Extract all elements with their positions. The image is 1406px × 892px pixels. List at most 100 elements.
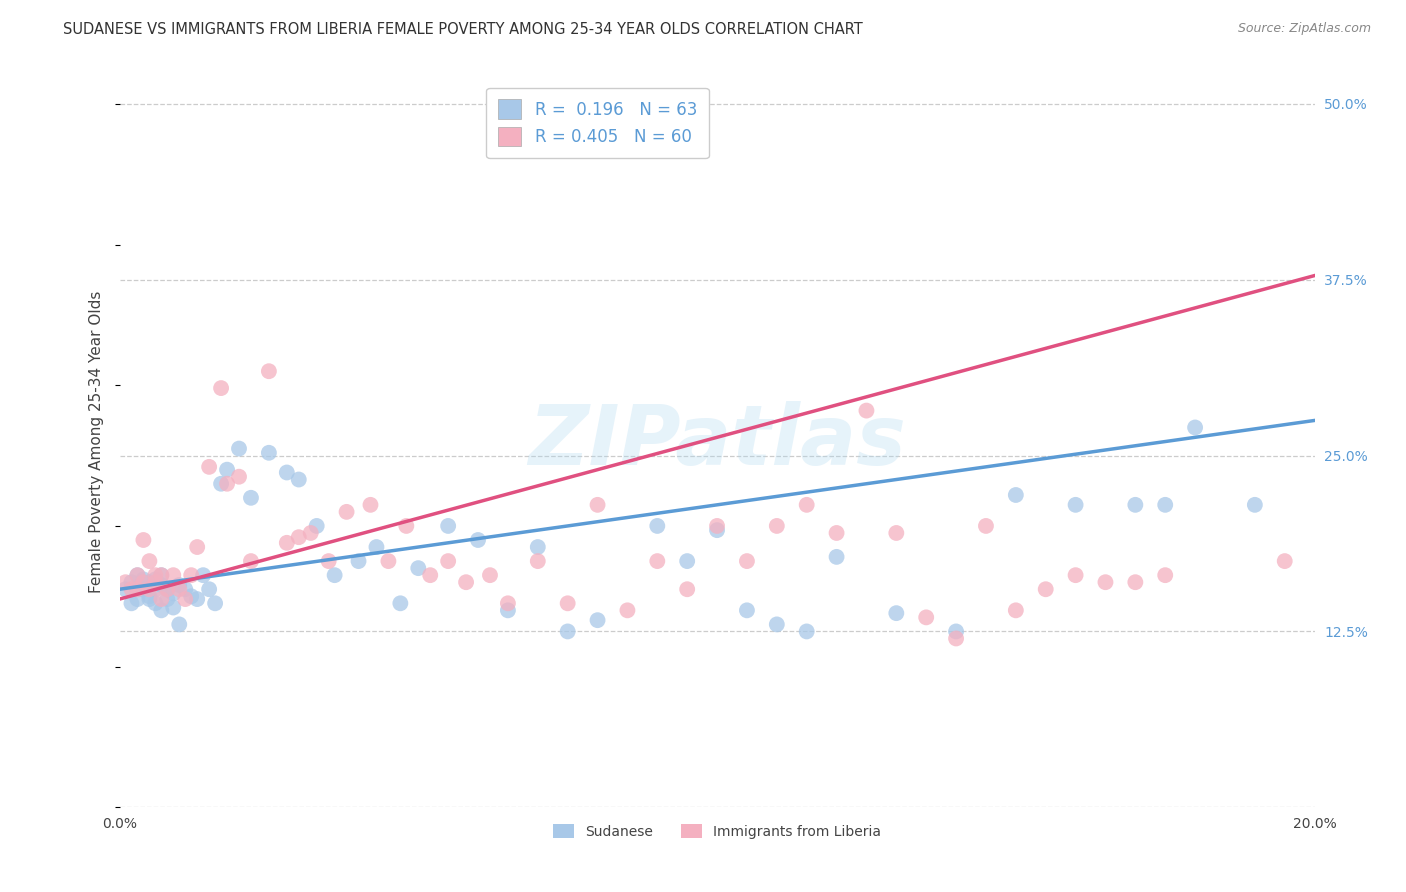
Point bbox=[1125, 498, 1147, 512]
Point bbox=[366, 540, 388, 554]
Point bbox=[132, 533, 155, 547]
Point bbox=[228, 442, 250, 456]
Point bbox=[796, 498, 818, 512]
Point bbox=[138, 592, 160, 607]
Point bbox=[478, 568, 502, 582]
Point bbox=[1035, 582, 1057, 597]
Point bbox=[209, 476, 232, 491]
Point bbox=[945, 624, 967, 639]
Point bbox=[180, 568, 202, 582]
Point bbox=[198, 459, 221, 474]
Point bbox=[945, 632, 967, 646]
Point bbox=[145, 568, 166, 582]
Point bbox=[138, 575, 160, 590]
Point bbox=[127, 582, 149, 597]
Point bbox=[174, 592, 197, 607]
Point bbox=[437, 554, 460, 568]
Point bbox=[156, 582, 179, 597]
Point bbox=[1154, 568, 1177, 582]
Point bbox=[127, 592, 149, 607]
Point bbox=[796, 624, 818, 639]
Legend: Sudanese, Immigrants from Liberia: Sudanese, Immigrants from Liberia bbox=[548, 818, 886, 844]
Point bbox=[527, 554, 550, 568]
Point bbox=[735, 554, 758, 568]
Point bbox=[647, 519, 669, 533]
Point bbox=[217, 476, 239, 491]
Point bbox=[1184, 420, 1206, 434]
Point bbox=[288, 530, 311, 544]
Point bbox=[1064, 568, 1087, 582]
Point bbox=[377, 554, 399, 568]
Point bbox=[138, 582, 160, 597]
Point bbox=[276, 536, 298, 550]
Point bbox=[1244, 498, 1267, 512]
Point bbox=[217, 463, 239, 477]
Point bbox=[145, 582, 166, 597]
Point bbox=[323, 568, 346, 582]
Point bbox=[706, 523, 728, 537]
Point bbox=[145, 596, 166, 610]
Point bbox=[886, 606, 908, 620]
Point bbox=[735, 603, 758, 617]
Text: Source: ZipAtlas.com: Source: ZipAtlas.com bbox=[1237, 22, 1371, 36]
Point bbox=[647, 554, 669, 568]
Point bbox=[389, 596, 412, 610]
Point bbox=[145, 575, 166, 590]
Point bbox=[305, 519, 328, 533]
Point bbox=[209, 381, 232, 395]
Point bbox=[437, 519, 460, 533]
Point bbox=[191, 568, 215, 582]
Point bbox=[974, 519, 997, 533]
Point bbox=[467, 533, 489, 547]
Text: SUDANESE VS IMMIGRANTS FROM LIBERIA FEMALE POVERTY AMONG 25-34 YEAR OLDS CORRELA: SUDANESE VS IMMIGRANTS FROM LIBERIA FEMA… bbox=[63, 22, 863, 37]
Point bbox=[336, 505, 357, 519]
Point bbox=[162, 568, 184, 582]
Point bbox=[706, 519, 728, 533]
Point bbox=[1064, 498, 1087, 512]
Point bbox=[1094, 575, 1116, 590]
Point bbox=[186, 592, 208, 607]
Point bbox=[257, 364, 280, 378]
Y-axis label: Female Poverty Among 25-34 Year Olds: Female Poverty Among 25-34 Year Olds bbox=[89, 291, 104, 592]
Point bbox=[825, 549, 848, 564]
Point bbox=[915, 610, 938, 624]
Point bbox=[198, 582, 221, 597]
Point bbox=[204, 596, 226, 610]
Point bbox=[825, 526, 848, 541]
Point bbox=[855, 403, 877, 417]
Point bbox=[127, 582, 149, 597]
Point bbox=[257, 446, 280, 460]
Point bbox=[395, 519, 418, 533]
Point bbox=[121, 582, 143, 597]
Point bbox=[121, 575, 143, 590]
Point bbox=[1005, 488, 1028, 502]
Point bbox=[1274, 554, 1296, 568]
Point bbox=[150, 568, 173, 582]
Point bbox=[121, 596, 143, 610]
Point bbox=[132, 582, 155, 597]
Point bbox=[288, 473, 311, 487]
Point bbox=[127, 568, 149, 582]
Point bbox=[1154, 498, 1177, 512]
Point bbox=[114, 582, 136, 597]
Point bbox=[276, 466, 298, 480]
Point bbox=[162, 586, 184, 600]
Point bbox=[586, 498, 609, 512]
Point bbox=[616, 603, 638, 617]
Point bbox=[766, 617, 789, 632]
Point bbox=[496, 603, 519, 617]
Point bbox=[150, 568, 173, 582]
Point bbox=[127, 568, 149, 582]
Point bbox=[169, 582, 191, 597]
Point bbox=[132, 575, 155, 590]
Point bbox=[1125, 575, 1147, 590]
Point bbox=[150, 592, 173, 607]
Point bbox=[299, 526, 322, 541]
Point bbox=[150, 603, 173, 617]
Point bbox=[676, 582, 699, 597]
Point bbox=[408, 561, 430, 575]
Point bbox=[132, 573, 155, 587]
Point bbox=[162, 600, 184, 615]
Point bbox=[228, 469, 250, 483]
Point bbox=[156, 582, 179, 597]
